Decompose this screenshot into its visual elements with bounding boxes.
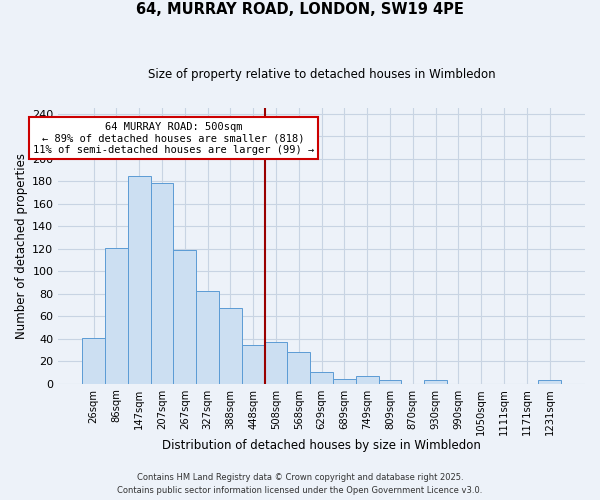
Bar	[538, 380, 561, 384]
Title: Size of property relative to detached houses in Wimbledon: Size of property relative to detached ho…	[148, 68, 496, 80]
Bar	[82, 338, 105, 384]
Bar	[242, 346, 265, 384]
Bar	[356, 376, 379, 384]
X-axis label: Distribution of detached houses by size in Wimbledon: Distribution of detached houses by size …	[162, 440, 481, 452]
Bar	[310, 372, 333, 384]
Bar	[379, 380, 401, 384]
Bar	[151, 184, 173, 384]
Bar	[424, 380, 447, 384]
Bar	[333, 379, 356, 384]
Text: 64 MURRAY ROAD: 500sqm
← 89% of detached houses are smaller (818)
11% of semi-de: 64 MURRAY ROAD: 500sqm ← 89% of detached…	[33, 122, 314, 155]
Bar	[219, 308, 242, 384]
Text: 64, MURRAY ROAD, LONDON, SW19 4PE: 64, MURRAY ROAD, LONDON, SW19 4PE	[136, 2, 464, 18]
Bar	[196, 292, 219, 384]
Bar	[105, 248, 128, 384]
Bar	[287, 352, 310, 384]
Bar	[265, 342, 287, 384]
Bar	[173, 250, 196, 384]
Text: Contains HM Land Registry data © Crown copyright and database right 2025.
Contai: Contains HM Land Registry data © Crown c…	[118, 474, 482, 495]
Y-axis label: Number of detached properties: Number of detached properties	[15, 153, 28, 339]
Bar	[128, 176, 151, 384]
